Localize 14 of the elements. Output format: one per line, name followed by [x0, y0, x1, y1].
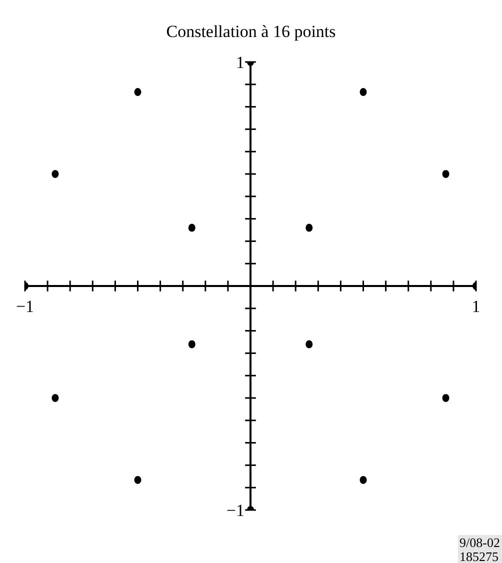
- point: [306, 340, 313, 348]
- point: [442, 170, 450, 178]
- point: [52, 394, 59, 402]
- point: [134, 88, 142, 96]
- point: [360, 88, 367, 96]
- point: [360, 476, 367, 484]
- point: [442, 394, 450, 402]
- point: [188, 340, 196, 348]
- chart-title: Constellation à 16 points: [165, 22, 337, 42]
- point: [52, 170, 59, 178]
- point: [134, 476, 142, 484]
- point: [306, 224, 313, 232]
- text: 9/08-02 185275: [458, 535, 502, 563]
- point: [188, 224, 196, 232]
